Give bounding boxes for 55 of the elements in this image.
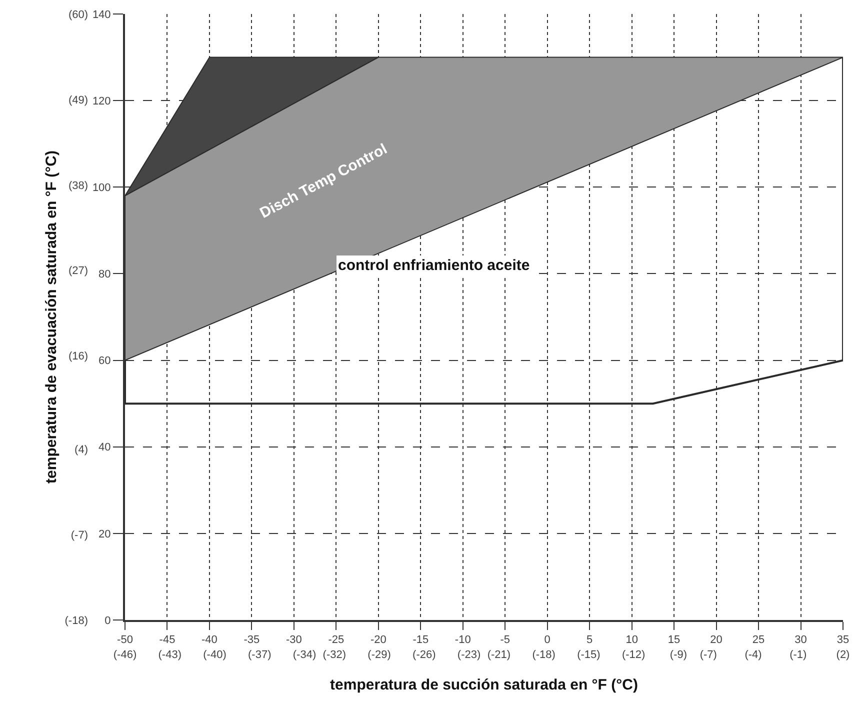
- x-tick-label: 30: [794, 634, 807, 646]
- x-tick-label: -30: [286, 634, 302, 646]
- x-tick-label: 25: [752, 634, 765, 646]
- y2-tick-label: (-7): [70, 529, 88, 542]
- x2-tick-label: (-7): [700, 649, 717, 661]
- y-tick-label: 60: [98, 355, 111, 368]
- y2-tick-label: (60): [68, 8, 88, 21]
- x2-tick-label: (2): [836, 649, 850, 661]
- x-axis-title: temperatura de succión saturada en °F (°C): [330, 676, 638, 694]
- annotation: control enfriamiento aceite: [338, 257, 530, 274]
- y-tick-label: 140: [92, 8, 111, 21]
- x-tick-label: -5: [500, 634, 510, 646]
- x2-tick-label: (-34): [292, 649, 316, 661]
- x-tick-label: -25: [328, 634, 344, 646]
- y-tick-label: 100: [92, 182, 111, 194]
- x-tick-label: 35: [836, 634, 850, 646]
- y2-tick-label: (38): [68, 180, 88, 192]
- x-tick-label: -35: [244, 634, 260, 646]
- x2-tick-label: (-32): [322, 649, 346, 661]
- x2-tick-label: (-43): [158, 649, 182, 661]
- y2-tick-label: (49): [68, 94, 88, 106]
- x2-tick-label: (-37): [248, 649, 272, 661]
- y-tick-label: 20: [98, 528, 111, 540]
- x-tick-label: -50: [117, 634, 133, 646]
- x2-tick-label: (-18): [532, 649, 556, 661]
- x2-tick-label: (-4): [744, 649, 762, 661]
- x-tick-label: 0: [544, 634, 550, 646]
- y2-tick-label: (27): [68, 265, 88, 278]
- x-tick-label: -20: [370, 634, 386, 646]
- x-tick-label: -40: [202, 634, 218, 646]
- x2-tick-label: (-12): [622, 649, 646, 661]
- x2-tick-label: (-23): [457, 649, 481, 661]
- x-tick-label: -45: [159, 634, 176, 646]
- x-tick-label: 10: [626, 634, 638, 646]
- y2-tick-label: (-18): [64, 614, 88, 627]
- y-tick-label: 80: [98, 268, 111, 281]
- x2-tick-label: (-21): [487, 649, 511, 661]
- y2-tick-label: (16): [68, 350, 88, 363]
- x2-tick-label: (-26): [412, 649, 436, 661]
- x2-tick-label: (-46): [113, 649, 137, 661]
- y-tick-label: 40: [98, 442, 111, 454]
- x-tick-label: 20: [710, 634, 722, 646]
- y2-axis-title: temperatura de evacuación saturada en °F (°C): [43, 150, 60, 484]
- y-tick-label: 0: [104, 614, 111, 627]
- x-tick-label: -10: [454, 634, 471, 646]
- x-tick-label: 5: [586, 634, 593, 646]
- x2-tick-label: (-40): [203, 649, 226, 661]
- x2-tick-label: (-29): [368, 649, 391, 661]
- x-tick-label: -15: [412, 634, 429, 646]
- x2-tick-label: (-15): [577, 649, 600, 661]
- y-tick-label: 120: [92, 95, 111, 108]
- x2-tick-label: (-9): [670, 649, 688, 661]
- x-tick-label: 15: [668, 634, 680, 646]
- y2-tick-label: (4): [74, 444, 88, 456]
- x2-tick-label: (-1): [790, 649, 807, 661]
